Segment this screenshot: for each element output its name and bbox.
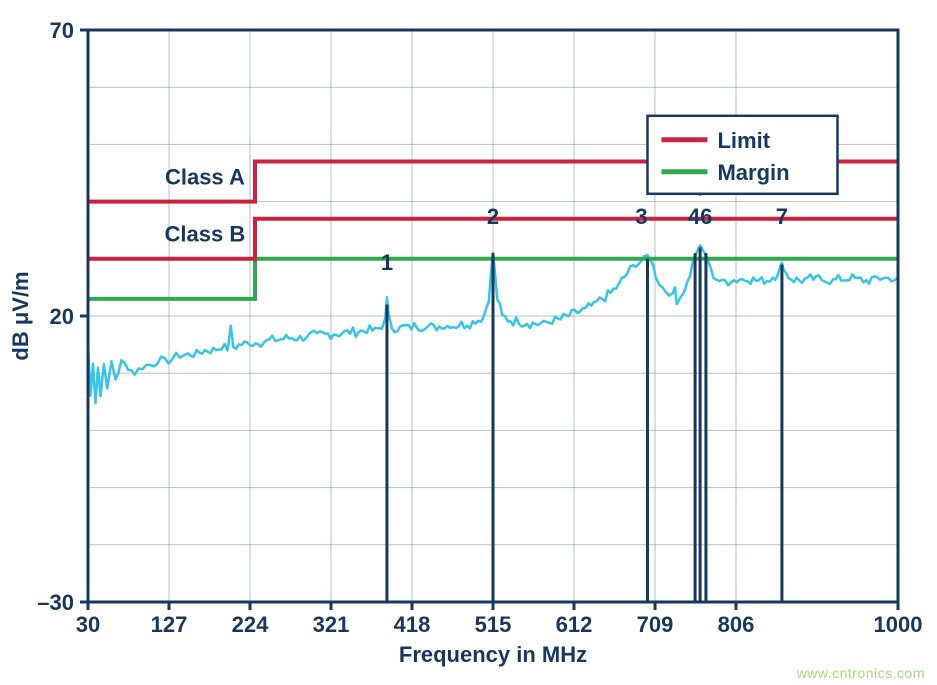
svg-text:612: 612 [556, 612, 593, 637]
svg-text:dB μV/m: dB μV/m [8, 271, 33, 360]
svg-text:224: 224 [232, 612, 269, 637]
svg-text:Class B: Class B [165, 222, 246, 247]
svg-text:Limit: Limit [717, 128, 770, 153]
svg-text:806: 806 [718, 612, 755, 637]
svg-text:7: 7 [776, 204, 788, 229]
svg-text:20: 20 [50, 304, 74, 329]
svg-text:418: 418 [394, 612, 431, 637]
svg-text:2: 2 [487, 204, 499, 229]
svg-text:1: 1 [381, 250, 393, 275]
svg-text:46: 46 [688, 204, 712, 229]
svg-text:3: 3 [635, 204, 647, 229]
svg-text:30: 30 [76, 612, 100, 637]
svg-text:515: 515 [475, 612, 512, 637]
svg-text:Margin: Margin [717, 160, 789, 185]
watermark: www.cntronics.com [797, 665, 925, 681]
svg-text:–30: –30 [37, 590, 74, 615]
svg-text:321: 321 [313, 612, 350, 637]
svg-text:Class A: Class A [165, 164, 245, 189]
svg-text:Frequency in MHz: Frequency in MHz [399, 642, 587, 667]
svg-text:1000: 1000 [874, 612, 923, 637]
svg-text:70: 70 [50, 18, 74, 43]
svg-text:709: 709 [637, 612, 674, 637]
emc-spectrum-chart: Class AClass B1235746–302070301272243214… [0, 0, 937, 685]
svg-text:127: 127 [151, 612, 188, 637]
